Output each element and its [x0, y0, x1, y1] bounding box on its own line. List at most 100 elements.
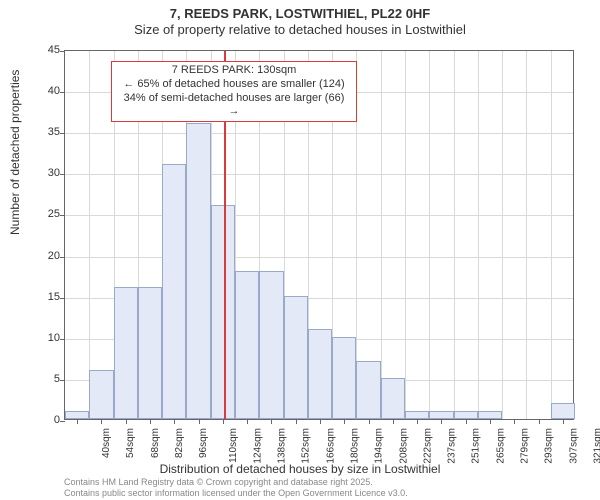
annotation-line: ← 65% of detached houses are smaller (12… [118, 78, 350, 92]
histogram-bar [551, 403, 575, 419]
x-tick-mark [441, 419, 442, 424]
x-gridline [454, 51, 455, 419]
y-tick-label: 10 [30, 332, 60, 344]
x-tick-label: 180sqm [350, 428, 361, 464]
histogram-bar [284, 296, 308, 419]
x-tick-label: 54sqm [125, 428, 136, 458]
y-tick-mark [60, 380, 65, 381]
x-tick-mark [199, 419, 200, 424]
y-tick-label: 35 [30, 126, 60, 138]
x-tick-mark [223, 419, 224, 424]
x-tick-mark [320, 419, 321, 424]
x-gridline [429, 51, 430, 419]
x-tick-label: 166sqm [325, 428, 336, 464]
histogram-bar [259, 271, 283, 419]
chart-plot-area: 7 REEDS PARK: 130sqm← 65% of detached ho… [64, 50, 574, 420]
title-line-2: Size of property relative to detached ho… [0, 22, 600, 37]
x-tick-mark [539, 419, 540, 424]
x-tick-label: 68sqm [150, 428, 161, 458]
y-gridline [65, 133, 573, 134]
annotation-box: 7 REEDS PARK: 130sqm← 65% of detached ho… [111, 61, 357, 122]
y-tick-label: 40 [30, 85, 60, 97]
histogram-bar [478, 411, 502, 419]
histogram-bar [332, 337, 356, 419]
y-tick-label: 5 [30, 373, 60, 385]
histogram-bar [211, 205, 235, 419]
x-tick-label: 321sqm [592, 428, 600, 464]
histogram-bar [429, 411, 453, 419]
histogram-bar [308, 329, 332, 419]
x-tick-mark [466, 419, 467, 424]
y-axis-title: Number of detached properties [8, 70, 22, 235]
x-tick-label: 110sqm [227, 428, 238, 463]
x-gridline [478, 51, 479, 419]
footer-line-1: Contains HM Land Registry data © Crown c… [64, 477, 408, 487]
x-tick-mark [174, 419, 175, 424]
x-tick-mark [490, 419, 491, 424]
y-tick-mark [60, 92, 65, 93]
x-gridline [502, 51, 503, 419]
histogram-bar [356, 361, 380, 419]
y-tick-mark [60, 339, 65, 340]
y-tick-label: 45 [30, 44, 60, 56]
x-tick-label: 138sqm [277, 428, 288, 464]
x-tick-label: 82sqm [174, 428, 185, 458]
x-tick-mark [77, 419, 78, 424]
x-tick-label: 222sqm [422, 428, 433, 464]
x-tick-label: 124sqm [252, 428, 263, 464]
x-axis-title: Distribution of detached houses by size … [0, 462, 600, 476]
histogram-bar [186, 123, 210, 419]
y-tick-mark [60, 298, 65, 299]
y-tick-mark [60, 257, 65, 258]
x-tick-label: 208sqm [398, 428, 409, 464]
annotation-line: 34% of semi-detached houses are larger (… [118, 92, 350, 120]
y-tick-label: 25 [30, 208, 60, 220]
x-tick-mark [126, 419, 127, 424]
y-tick-label: 0 [30, 414, 60, 426]
x-tick-mark [344, 419, 345, 424]
x-tick-mark [296, 419, 297, 424]
x-tick-label: 40sqm [101, 428, 112, 458]
x-gridline [89, 51, 90, 419]
histogram-bar [235, 271, 259, 419]
x-tick-label: 265sqm [495, 428, 506, 464]
x-gridline [405, 51, 406, 419]
x-gridline [551, 51, 552, 419]
y-tick-mark [60, 133, 65, 134]
x-gridline [381, 51, 382, 419]
y-tick-label: 20 [30, 250, 60, 262]
footer-line-2: Contains public sector information licen… [64, 488, 408, 498]
histogram-bar [138, 287, 162, 419]
histogram-bar [381, 378, 405, 419]
y-tick-mark [60, 51, 65, 52]
y-gridline [65, 257, 573, 258]
histogram-bar [89, 370, 113, 419]
y-tick-mark [60, 174, 65, 175]
x-tick-mark [271, 419, 272, 424]
histogram-bar [405, 411, 429, 419]
x-tick-label: 251sqm [471, 428, 482, 464]
y-tick-mark [60, 421, 65, 422]
x-tick-mark [417, 419, 418, 424]
annotation-line: 7 REEDS PARK: 130sqm [118, 64, 350, 78]
chart-title-block: 7, REEDS PARK, LOSTWITHIEL, PL22 0HF Siz… [0, 0, 600, 37]
x-tick-label: 194sqm [374, 428, 385, 464]
histogram-bar [114, 287, 138, 419]
x-tick-mark [393, 419, 394, 424]
footer-attribution: Contains HM Land Registry data © Crown c… [64, 477, 408, 498]
y-tick-mark [60, 215, 65, 216]
x-tick-label: 307sqm [568, 428, 579, 464]
x-tick-label: 96sqm [198, 428, 209, 458]
x-tick-mark [150, 419, 151, 424]
x-tick-label: 237sqm [447, 428, 458, 464]
title-line-1: 7, REEDS PARK, LOSTWITHIEL, PL22 0HF [0, 6, 600, 21]
x-tick-label: 279sqm [520, 428, 531, 464]
x-tick-mark [247, 419, 248, 424]
x-tick-label: 152sqm [301, 428, 312, 464]
histogram-bar [162, 164, 186, 419]
x-gridline [526, 51, 527, 419]
x-tick-label: 293sqm [544, 428, 555, 464]
y-gridline [65, 174, 573, 175]
y-tick-label: 30 [30, 167, 60, 179]
x-tick-mark [369, 419, 370, 424]
